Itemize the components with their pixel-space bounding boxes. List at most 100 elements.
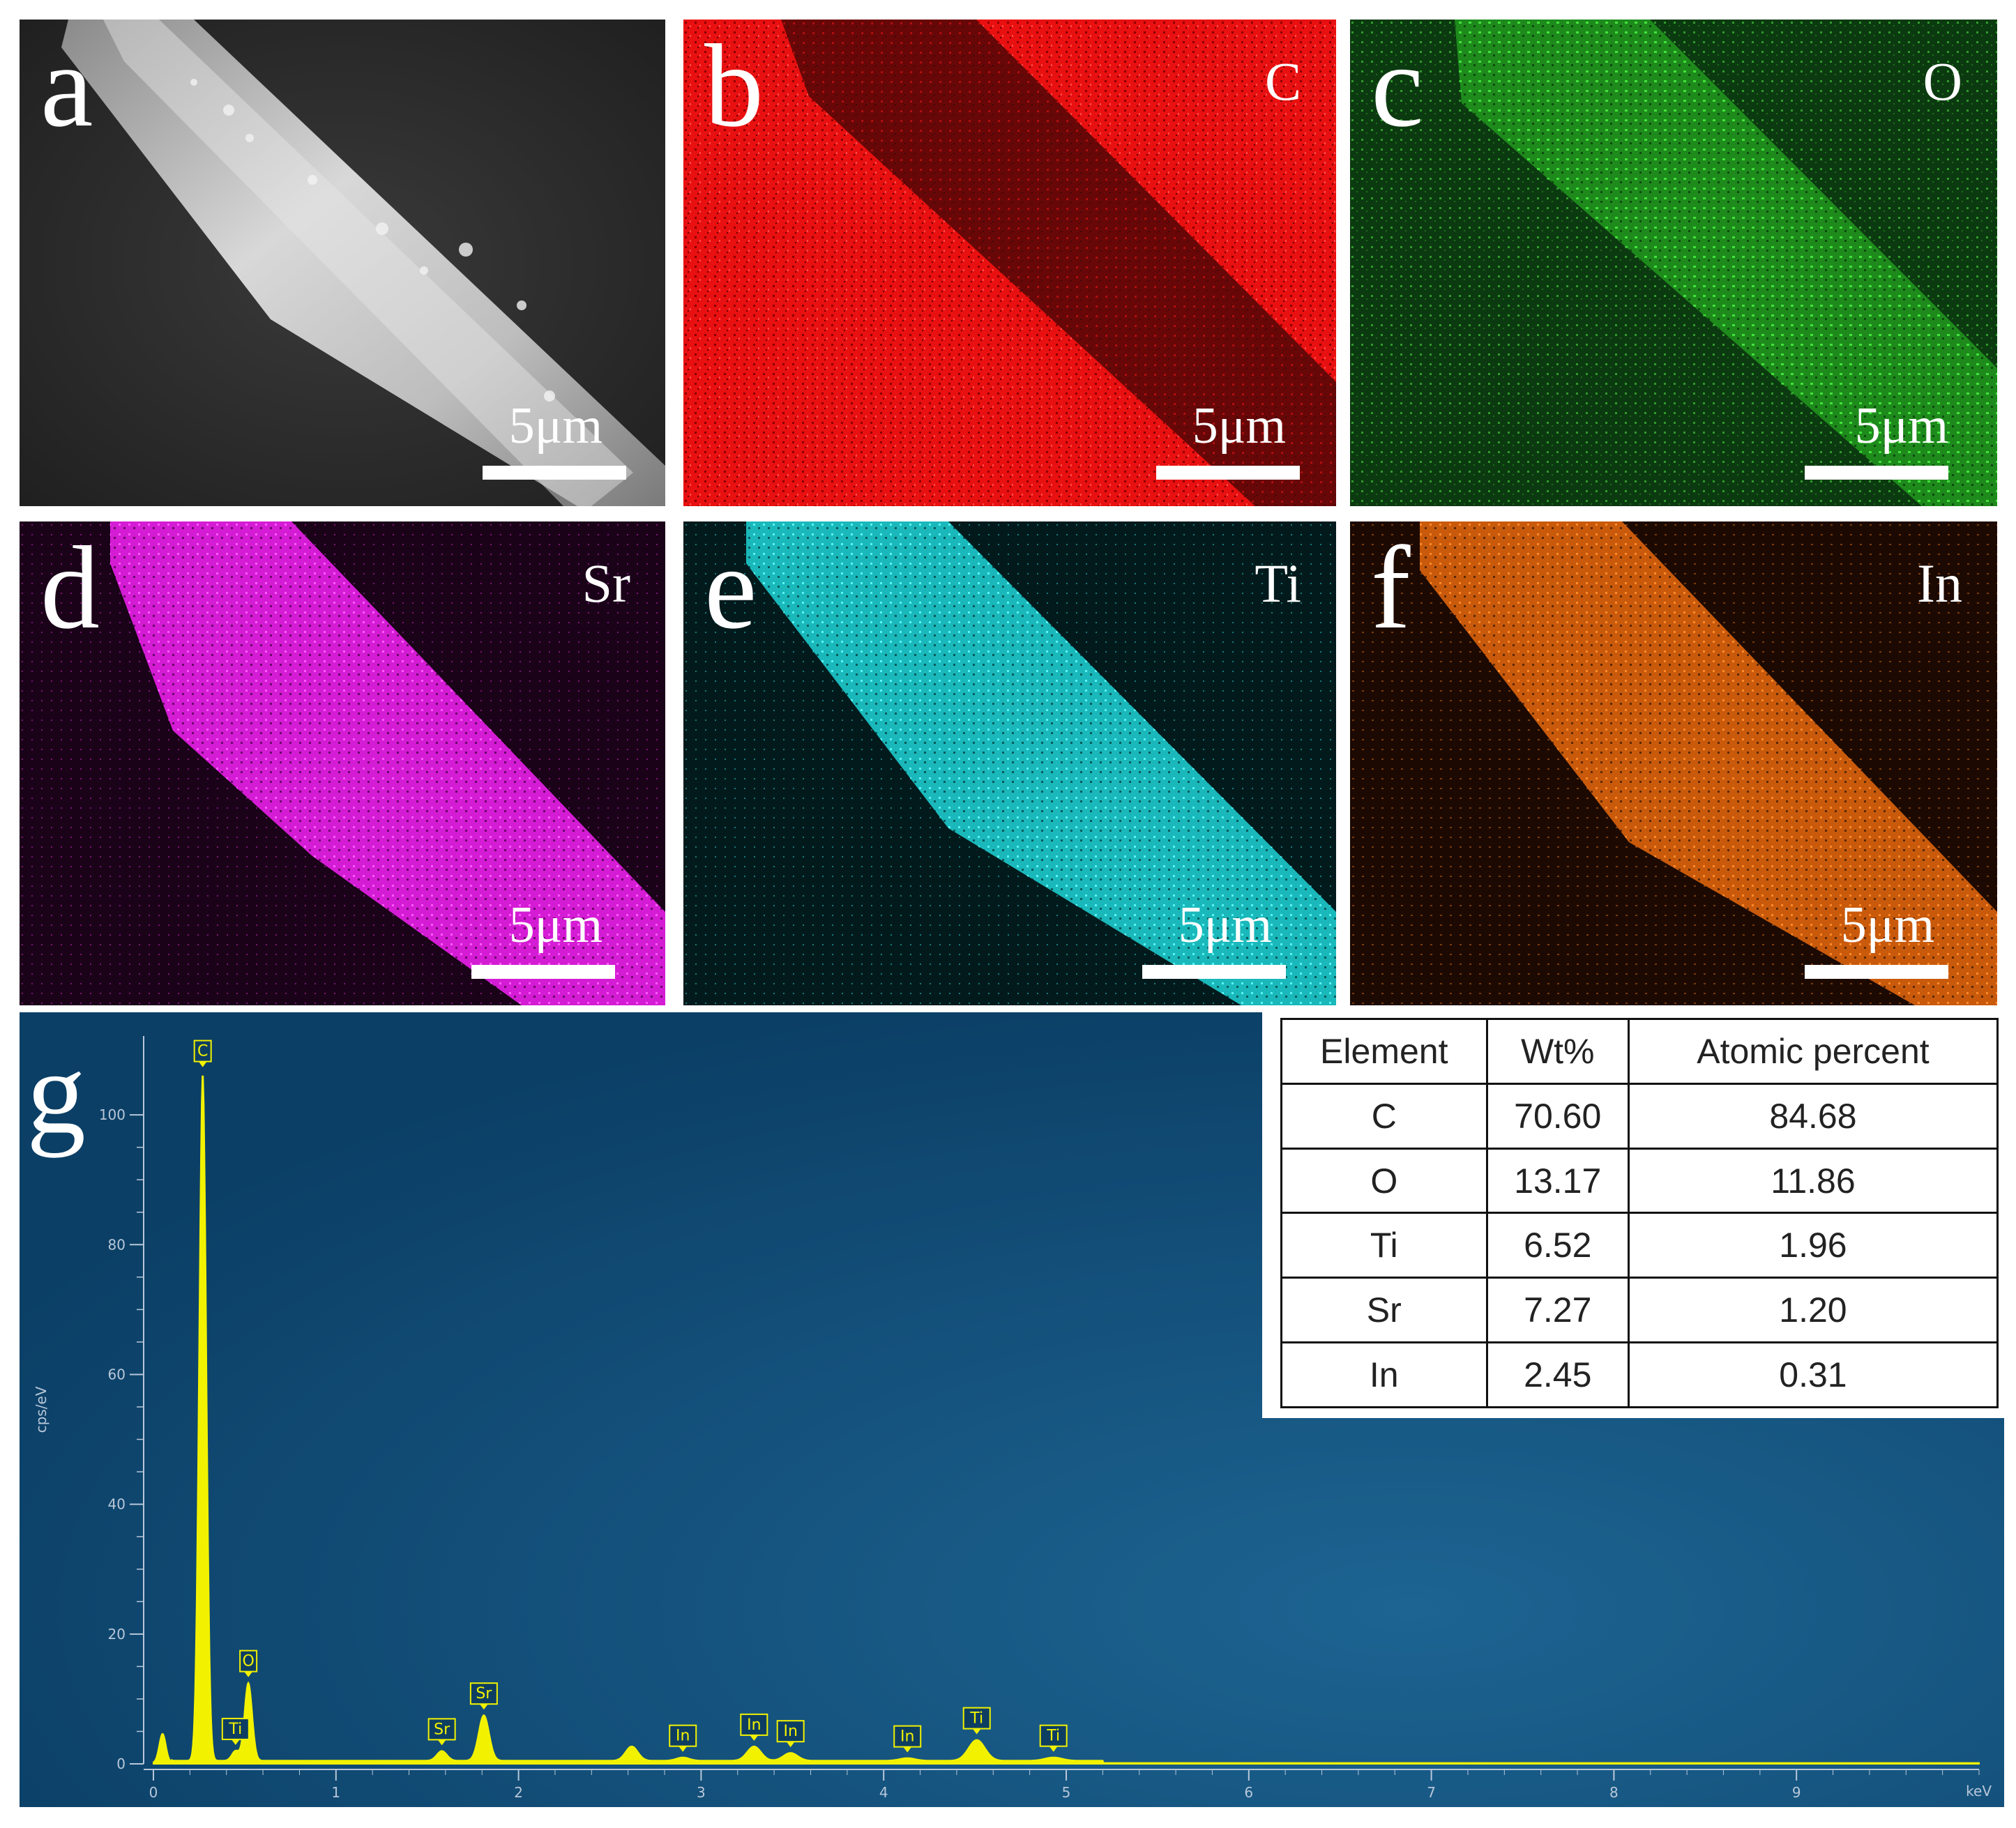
peak-marker: In xyxy=(669,1724,697,1752)
table-header: Atomic percent xyxy=(1627,1018,1999,1085)
peak-pointer xyxy=(903,1746,912,1753)
table-cell: Ti xyxy=(1280,1212,1488,1279)
scale-label: 5μm xyxy=(1192,397,1286,455)
peak-label-box xyxy=(239,1650,258,1673)
peak-pointer xyxy=(679,1746,688,1752)
table-cell: O xyxy=(1280,1147,1488,1214)
peak-label: C xyxy=(197,1043,208,1060)
peak-pointer xyxy=(750,1735,759,1741)
peak-label: Sr xyxy=(476,1685,492,1703)
spectrum-trace xyxy=(153,1075,1980,1765)
peak-pointer xyxy=(244,1671,253,1677)
table-header-row: Element Wt% Atomic percent xyxy=(1280,1018,1999,1085)
peak-label: Sr xyxy=(434,1721,450,1738)
strontium-map-panel: d Sr 5μm xyxy=(20,521,665,1005)
scale-label: 5μm xyxy=(1854,397,1948,455)
y-tick-label: 20 xyxy=(108,1626,126,1643)
table-header: Wt% xyxy=(1485,1018,1630,1085)
indium-map-panel: f In 5μm xyxy=(1350,521,1997,1005)
table-row: C 70.60 84.68 xyxy=(1280,1082,1999,1150)
scale-label: 5μm xyxy=(508,397,602,455)
table-cell: 70.60 xyxy=(1485,1082,1630,1150)
table-cell: 11.86 xyxy=(1627,1147,1999,1214)
peak-label: O xyxy=(242,1653,254,1670)
peak-pointer xyxy=(1049,1746,1058,1752)
x-tick-label: 9 xyxy=(1792,1784,1801,1801)
table-cell: C xyxy=(1280,1082,1488,1150)
table-cell: 1.20 xyxy=(1627,1277,1999,1344)
table-cell: 13.17 xyxy=(1485,1147,1630,1214)
y-axis-label: cps/eV xyxy=(33,1386,50,1433)
scale-bar xyxy=(1805,466,1948,480)
table-cell: 0.31 xyxy=(1627,1341,1999,1408)
panel-letter: f xyxy=(1371,522,1411,653)
peak-pointer xyxy=(786,1742,795,1748)
carbon-map-image xyxy=(683,20,1336,506)
table-cell: 2.45 xyxy=(1485,1341,1630,1408)
peak-label-box xyxy=(669,1724,697,1747)
titanium-map-image xyxy=(683,521,1336,1005)
peak-pointer xyxy=(479,1704,488,1710)
peak-label-box xyxy=(1039,1724,1068,1747)
peak-label: In xyxy=(747,1716,761,1734)
scale-label: 5μm xyxy=(508,897,602,954)
scale-bar xyxy=(1142,965,1286,979)
scale-bar xyxy=(483,466,626,480)
composition-table-box: Element Wt% Atomic percent C 70.60 84.68… xyxy=(1262,1012,2004,1418)
table-cell: In xyxy=(1280,1341,1488,1408)
composition-table: Element Wt% Atomic percent C 70.60 84.68… xyxy=(1280,1018,1999,1408)
y-tick-label: 0 xyxy=(116,1755,126,1772)
x-axis-unit: keV xyxy=(1966,1783,1992,1799)
peak-label: Ti xyxy=(228,1721,242,1738)
scale-label: 5μm xyxy=(1840,897,1934,954)
y-tick-label: 80 xyxy=(108,1236,126,1253)
y-tick-label: 40 xyxy=(108,1496,126,1513)
scale-bar xyxy=(1156,466,1300,480)
peak-marker: Ti xyxy=(962,1707,991,1735)
panel-letter: g xyxy=(26,1027,86,1158)
y-tick-label: 60 xyxy=(108,1366,126,1383)
panel-letter: c xyxy=(1371,20,1424,151)
x-tick-label: 7 xyxy=(1427,1784,1436,1801)
peak-pointer xyxy=(437,1739,446,1746)
peak-pointer xyxy=(231,1739,240,1745)
indium-map-image xyxy=(1350,521,1997,1005)
table-cell: Sr xyxy=(1280,1277,1488,1344)
peak-label: Ti xyxy=(969,1710,983,1728)
y-tick-label: 100 xyxy=(99,1106,126,1123)
peak-pointer xyxy=(972,1728,981,1735)
scale-bar xyxy=(471,965,615,979)
oxygen-map-image xyxy=(1350,20,1997,506)
peak-label: In xyxy=(676,1728,690,1745)
x-tick-label: 0 xyxy=(149,1784,158,1801)
element-label: In xyxy=(1917,553,1962,614)
panel-letter: a xyxy=(40,20,93,151)
peak-marker: Ti xyxy=(1039,1724,1068,1752)
table-cell: 6.52 xyxy=(1485,1212,1630,1279)
panel-letter: d xyxy=(40,522,100,653)
peak-marker: Ti xyxy=(221,1717,250,1745)
peak-marker: O xyxy=(239,1650,258,1677)
element-label: C xyxy=(1264,51,1301,112)
peak-marker: In xyxy=(776,1720,805,1748)
peak-label: In xyxy=(783,1723,797,1740)
peak-label: Ti xyxy=(1046,1728,1060,1745)
sem-fiber-image xyxy=(20,20,665,506)
peak-marker: C xyxy=(193,1039,212,1067)
element-label: Sr xyxy=(582,553,630,614)
x-tick-label: 4 xyxy=(879,1784,888,1801)
table-cell: 1.96 xyxy=(1627,1212,1999,1279)
x-tick-label: 6 xyxy=(1244,1784,1253,1801)
strontium-map-image xyxy=(20,521,665,1005)
table-row: Ti 6.52 1.96 xyxy=(1280,1212,1999,1279)
table-header: Element xyxy=(1280,1018,1488,1085)
scale-bar xyxy=(1805,965,1948,979)
table-row: O 13.17 11.86 xyxy=(1280,1147,1999,1214)
carbon-map-panel: b C 5μm xyxy=(683,20,1336,506)
peak-marker: Sr xyxy=(469,1682,498,1710)
peak-marker: In xyxy=(740,1713,768,1741)
peak-pointer xyxy=(198,1061,207,1067)
x-tick-label: 5 xyxy=(1062,1784,1071,1801)
element-label: Ti xyxy=(1255,553,1301,614)
x-tick-label: 1 xyxy=(331,1784,340,1801)
